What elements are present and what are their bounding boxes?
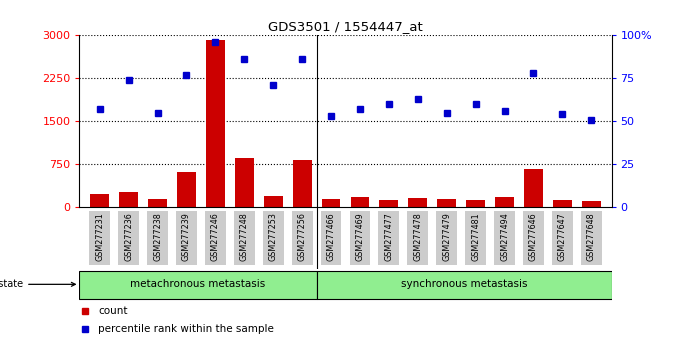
Text: GSM277256: GSM277256 bbox=[298, 212, 307, 261]
Text: count: count bbox=[98, 306, 128, 316]
Bar bbox=[552, 211, 573, 266]
Bar bbox=[408, 211, 428, 266]
Bar bbox=[466, 200, 485, 207]
Text: GSM277236: GSM277236 bbox=[124, 212, 133, 261]
Text: disease state: disease state bbox=[0, 279, 75, 289]
Bar bbox=[147, 211, 168, 266]
Text: GSM277646: GSM277646 bbox=[529, 212, 538, 261]
Bar bbox=[176, 211, 197, 266]
Bar bbox=[379, 211, 399, 266]
Bar bbox=[437, 199, 456, 207]
Bar bbox=[120, 192, 138, 207]
Text: GSM277479: GSM277479 bbox=[442, 212, 451, 261]
Text: GSM277477: GSM277477 bbox=[384, 212, 393, 261]
Bar bbox=[581, 211, 602, 266]
Bar bbox=[350, 211, 370, 266]
Text: GSM277239: GSM277239 bbox=[182, 212, 191, 261]
Bar bbox=[494, 211, 515, 266]
Bar bbox=[553, 200, 571, 207]
Bar bbox=[321, 199, 341, 207]
Bar bbox=[91, 194, 109, 207]
Bar bbox=[350, 198, 370, 207]
Bar bbox=[408, 198, 427, 207]
Bar bbox=[79, 271, 316, 299]
Bar bbox=[436, 211, 457, 266]
Text: GSM277248: GSM277248 bbox=[240, 212, 249, 261]
Text: GSM277466: GSM277466 bbox=[327, 212, 336, 261]
Bar bbox=[316, 271, 612, 299]
Bar bbox=[206, 40, 225, 207]
Bar bbox=[293, 160, 312, 207]
Bar bbox=[523, 211, 544, 266]
Bar bbox=[524, 169, 543, 207]
Text: metachronous metastasis: metachronous metastasis bbox=[131, 279, 265, 289]
Bar bbox=[177, 172, 196, 207]
Text: GSM277648: GSM277648 bbox=[587, 212, 596, 261]
Bar bbox=[263, 211, 283, 266]
Text: synchronous metastasis: synchronous metastasis bbox=[401, 279, 527, 289]
Text: GSM277469: GSM277469 bbox=[355, 212, 364, 261]
Bar bbox=[235, 159, 254, 207]
Bar bbox=[264, 196, 283, 207]
Bar bbox=[379, 200, 398, 207]
Text: GSM277481: GSM277481 bbox=[471, 212, 480, 261]
Bar bbox=[321, 211, 341, 266]
Text: GSM277246: GSM277246 bbox=[211, 212, 220, 261]
Text: percentile rank within the sample: percentile rank within the sample bbox=[98, 324, 274, 333]
Bar bbox=[582, 201, 600, 207]
Bar bbox=[465, 211, 486, 266]
Text: GSM277231: GSM277231 bbox=[95, 212, 104, 261]
Text: GSM277253: GSM277253 bbox=[269, 212, 278, 261]
Bar bbox=[234, 211, 255, 266]
Text: GSM277647: GSM277647 bbox=[558, 212, 567, 261]
Text: GSM277478: GSM277478 bbox=[413, 212, 422, 261]
Bar bbox=[495, 198, 514, 207]
Bar bbox=[118, 211, 139, 266]
Text: GSM277238: GSM277238 bbox=[153, 212, 162, 261]
Bar bbox=[292, 211, 312, 266]
Text: GSM277494: GSM277494 bbox=[500, 212, 509, 261]
Bar bbox=[205, 211, 226, 266]
Title: GDS3501 / 1554447_at: GDS3501 / 1554447_at bbox=[268, 20, 423, 33]
Bar bbox=[148, 199, 167, 207]
Bar bbox=[89, 211, 110, 266]
